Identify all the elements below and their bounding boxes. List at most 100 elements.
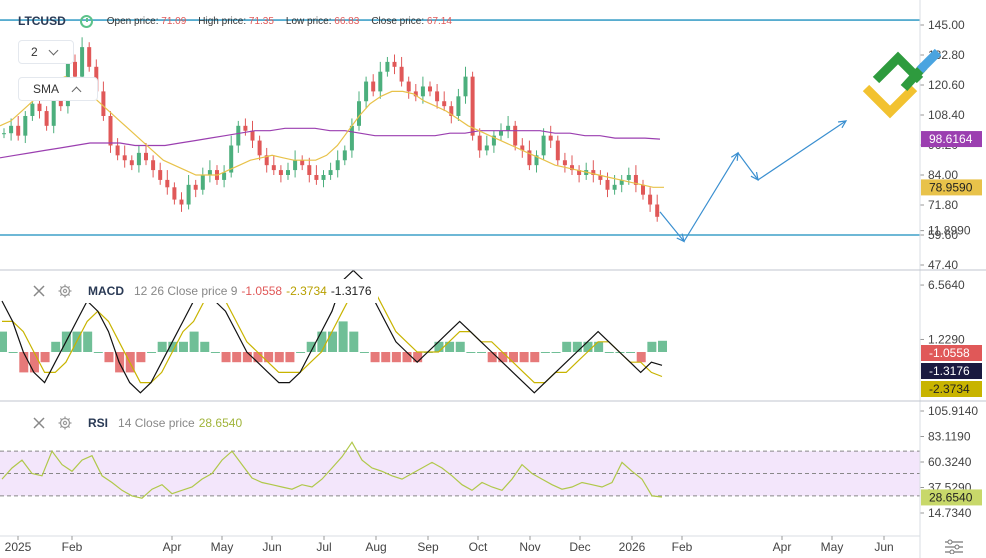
- macd-histogram-bar: [296, 352, 306, 353]
- y-tick-label: 71.80: [928, 198, 958, 212]
- candle-body: [591, 170, 596, 175]
- macd-histogram-bar: [51, 341, 61, 352]
- candle-body: [626, 175, 631, 180]
- candle-body: [648, 194, 653, 205]
- candle-body: [314, 175, 319, 180]
- macd-histogram-bar: [455, 341, 465, 352]
- macd-histogram-bar: [210, 352, 220, 353]
- candle-body: [271, 165, 276, 171]
- macd-histogram-bar: [242, 352, 252, 363]
- gear-icon[interactable]: [58, 284, 72, 298]
- candle-body: [619, 179, 624, 185]
- candle-body: [491, 135, 496, 146]
- candle-body: [158, 170, 163, 180]
- y-tick-label: 83.1190: [928, 430, 971, 444]
- candle-body: [392, 61, 397, 67]
- candle-body: [80, 47, 85, 77]
- candle-body: [449, 106, 454, 116]
- candle-body: [463, 76, 468, 97]
- macd-histogram-bar: [349, 331, 359, 352]
- candle-body: [577, 170, 582, 175]
- candle-body: [44, 111, 49, 126]
- candle-body: [129, 160, 134, 166]
- close-icon[interactable]: [32, 416, 46, 430]
- candle-body: [2, 133, 6, 135]
- macd-histogram-bar: [306, 341, 316, 352]
- x-tick-label: 2026: [619, 540, 646, 554]
- macd-histogram-bar: [8, 352, 18, 353]
- candle-body: [200, 175, 205, 190]
- candle-body: [371, 81, 376, 92]
- macd-value-1: -1.0558: [241, 284, 283, 298]
- candle-body: [172, 187, 177, 200]
- macd-histogram-bar: [487, 352, 497, 363]
- candle-body: [307, 165, 312, 175]
- candle-body: [413, 91, 418, 97]
- candle-body: [264, 155, 269, 166]
- x-tick-label: Jun: [262, 540, 281, 554]
- macd-histogram-bar: [29, 352, 39, 373]
- candle-body: [605, 179, 610, 190]
- macd-histogram-bar: [594, 341, 604, 352]
- x-tick-label: May: [211, 540, 234, 554]
- macd-histogram-value-tag-bg: [921, 345, 982, 361]
- macd-histogram-bar: [530, 352, 540, 363]
- macd-histogram-bar: [274, 352, 284, 363]
- close-icon[interactable]: [32, 284, 46, 298]
- close-value: 67.14: [426, 15, 452, 27]
- candle-body: [655, 204, 660, 217]
- y-tick-label: 14.7340: [928, 506, 972, 520]
- x-tick-label: Aug: [365, 540, 386, 554]
- open-price: Open price: 71.09: [107, 16, 187, 27]
- macd-signal-value-tag: -2.3734: [929, 382, 970, 396]
- candle-body: [641, 184, 645, 195]
- high-value: 71.35: [248, 15, 274, 27]
- candle-body: [37, 103, 42, 112]
- candle-body: [527, 150, 532, 166]
- macd-line-value-tag: -1.3176: [929, 364, 970, 378]
- indicator-dropdown[interactable]: SMA: [18, 77, 98, 101]
- close-label: Close price:: [371, 15, 425, 27]
- macd-histogram-bar: [413, 352, 423, 363]
- settings-sliders-icon[interactable]: [944, 538, 964, 554]
- sma-fast-line: [0, 75, 664, 188]
- candle-body: [385, 61, 390, 72]
- macd-histogram-bar: [253, 352, 263, 363]
- macd-histogram-bar: [317, 331, 327, 352]
- x-tick-label: Feb: [672, 540, 693, 554]
- macd-histogram-bar: [466, 352, 476, 353]
- y-tick-label: 47.40: [928, 258, 958, 272]
- candle-body: [300, 160, 305, 166]
- y-tick-label: 59.60: [928, 228, 958, 242]
- high-price: High price: 71.35: [198, 16, 274, 27]
- macd-histogram-bar: [381, 352, 391, 363]
- candle-body: [9, 125, 14, 134]
- y-tick-label: 145.00: [928, 18, 965, 32]
- x-tick-label: Feb: [62, 540, 83, 554]
- macd-histogram-bar: [285, 352, 295, 363]
- sma-slow-line: [0, 127, 661, 159]
- macd-histogram-bar: [0, 331, 7, 352]
- candle-body: [16, 125, 21, 136]
- candle-body: [101, 91, 106, 116]
- candle-body: [534, 155, 539, 166]
- candle-body: [406, 81, 411, 92]
- low-value: 66.83: [334, 15, 360, 27]
- macd-histogram-bar: [572, 341, 582, 352]
- candle-body: [456, 96, 461, 116]
- macd-histogram-bar: [157, 341, 167, 352]
- clock-icon[interactable]: [79, 14, 93, 28]
- macd-params: 12 26 Close price 9: [134, 284, 238, 298]
- symbol-name[interactable]: LTCUSD: [18, 14, 66, 28]
- x-tick-label: Jul: [316, 540, 331, 554]
- candle-body: [499, 130, 503, 136]
- timeframe-value: 2: [31, 45, 38, 59]
- timeframe-dropdown[interactable]: 2: [18, 40, 74, 64]
- gear-icon[interactable]: [58, 416, 72, 430]
- macd-histogram-bar: [40, 352, 50, 363]
- candle-body: [328, 170, 333, 175]
- candle-body: [435, 91, 440, 102]
- candle-body: [144, 152, 148, 161]
- macd-value-3: -1.3176: [330, 284, 372, 298]
- macd-histogram-bar: [232, 352, 242, 363]
